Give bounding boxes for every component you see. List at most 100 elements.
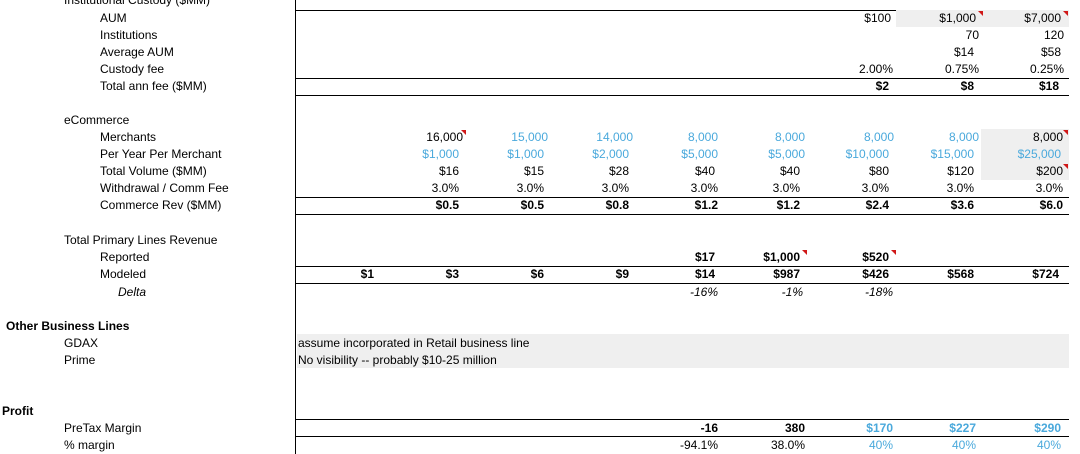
row-label-merchants[interactable]: Merchants — [100, 130, 157, 144]
cell[interactable]: $1.2 — [694, 198, 718, 212]
cell[interactable]: 380 — [784, 421, 805, 435]
cell[interactable]: $9 — [615, 267, 629, 281]
cell[interactable]: 3.0% — [690, 181, 718, 195]
section-header-custody[interactable]: Institutional Custody ($MM) — [64, 0, 211, 7]
cell[interactable]: $7,000 — [1024, 11, 1061, 25]
cell[interactable]: 3.0% — [431, 181, 459, 195]
cell[interactable]: 40% — [951, 438, 976, 452]
cell[interactable]: 3.0% — [1035, 181, 1063, 195]
cell[interactable]: $520 — [862, 250, 889, 264]
cell[interactable]: $40 — [694, 164, 715, 178]
row-label-average-aum[interactable]: Average AUM — [100, 45, 174, 59]
note-cell-gdax[interactable]: assume incorporated in Retail business l… — [298, 336, 530, 350]
row-label-per-year-per-merchant[interactable]: Per Year Per Merchant — [100, 147, 222, 161]
cell[interactable]: -16% — [689, 285, 718, 299]
section-header-profit[interactable]: Profit — [2, 404, 34, 418]
row-label-total-ann-fee[interactable]: Total ann fee ($MM) — [100, 79, 207, 93]
row-label-modeled[interactable]: Modeled — [100, 267, 147, 281]
cell[interactable]: $120 — [947, 164, 974, 178]
comment-flag-icon[interactable] — [978, 11, 983, 16]
cell[interactable]: $14 — [953, 45, 974, 59]
cell[interactable]: 15,000 — [511, 130, 548, 144]
cell[interactable]: $25,000 — [1017, 147, 1061, 161]
cell[interactable]: $2.4 — [865, 198, 889, 212]
cell[interactable]: $6.0 — [1039, 198, 1063, 212]
cell[interactable]: -1% — [781, 285, 803, 299]
cell[interactable]: $3 — [445, 267, 459, 281]
cell[interactable]: $15 — [523, 164, 544, 178]
cell[interactable]: $0.8 — [605, 198, 629, 212]
cell[interactable]: $10,000 — [845, 147, 889, 161]
row-label-withdrawal-comm-fee[interactable]: Withdrawal / Comm Fee — [100, 181, 229, 195]
cell[interactable]: 3.0% — [946, 181, 974, 195]
cell[interactable]: 8,000 — [948, 130, 979, 144]
row-label-delta[interactable]: Delta — [118, 285, 147, 299]
cell[interactable]: 8,000 — [774, 130, 805, 144]
cell[interactable]: 0.25% — [1029, 62, 1064, 76]
cell[interactable]: $15,000 — [930, 147, 974, 161]
cell[interactable]: 2.00% — [858, 62, 893, 76]
cell[interactable]: $58 — [1040, 45, 1061, 59]
comment-flag-icon[interactable] — [891, 250, 896, 255]
cell[interactable]: $40 — [779, 164, 800, 178]
cell[interactable]: $16 — [438, 164, 459, 178]
cell[interactable]: 8,000 — [687, 130, 718, 144]
cell[interactable]: $17 — [694, 250, 715, 264]
cell[interactable]: $5,000 — [768, 147, 805, 161]
cell[interactable]: $1 — [360, 267, 374, 281]
cell[interactable]: 40% — [1036, 438, 1061, 452]
cell[interactable]: 16,000 — [426, 130, 463, 144]
cell[interactable]: 3.0% — [516, 181, 544, 195]
cell[interactable]: $1,000 — [422, 147, 459, 161]
cell[interactable]: $724 — [1032, 267, 1059, 281]
cell[interactable]: $1,000 — [763, 250, 800, 264]
cell[interactable]: $2,000 — [592, 147, 629, 161]
cell[interactable]: $28 — [608, 164, 629, 178]
cell[interactable]: 14,000 — [596, 130, 633, 144]
cell[interactable]: $227 — [949, 421, 976, 435]
cell[interactable]: $8 — [960, 79, 974, 93]
cell[interactable]: 8,000 — [863, 130, 894, 144]
cell[interactable]: -16 — [700, 421, 718, 435]
row-label-aum[interactable]: AUM — [100, 11, 127, 25]
row-label-total-volume[interactable]: Total Volume ($MM) — [100, 164, 207, 178]
comment-flag-icon[interactable] — [461, 130, 466, 135]
cell[interactable]: 40% — [868, 438, 893, 452]
comment-flag-icon[interactable] — [1063, 130, 1068, 135]
cell[interactable]: 3.0% — [861, 181, 889, 195]
cell[interactable]: $1,000 — [507, 147, 544, 161]
cell[interactable]: $80 — [868, 164, 889, 178]
cell[interactable]: 38.0% — [770, 438, 805, 452]
cell[interactable]: $18 — [1038, 79, 1059, 93]
cell[interactable]: $200 — [1036, 164, 1063, 178]
cell[interactable]: 3.0% — [601, 181, 629, 195]
cell[interactable]: $2 — [875, 79, 889, 93]
row-label-prime[interactable]: Prime — [64, 353, 96, 367]
cell[interactable]: $0.5 — [435, 198, 459, 212]
cell[interactable]: $426 — [862, 267, 889, 281]
row-label-gdax[interactable]: GDAX — [64, 336, 99, 350]
cell[interactable]: -94.1% — [679, 438, 718, 452]
cell[interactable]: $100 — [864, 11, 891, 25]
cell[interactable]: 0.75% — [944, 62, 979, 76]
comment-flag-icon[interactable] — [1063, 11, 1068, 16]
cell[interactable]: $290 — [1034, 421, 1061, 435]
row-label-institutions[interactable]: Institutions — [100, 28, 158, 42]
cell[interactable]: $170 — [866, 421, 893, 435]
cell[interactable]: $0.5 — [520, 198, 544, 212]
cell[interactable]: $6 — [530, 267, 544, 281]
row-label-pretax-margin[interactable]: PreTax Margin — [64, 421, 142, 435]
cell[interactable]: 120 — [1043, 28, 1064, 42]
cell[interactable]: $3.6 — [950, 198, 974, 212]
section-header-other-business-lines[interactable]: Other Business Lines — [6, 319, 130, 333]
note-cell-prime[interactable]: No visibility -- probably $10-25 million — [298, 353, 497, 367]
row-label-reported[interactable]: Reported — [100, 250, 150, 264]
comment-flag-icon[interactable] — [1063, 164, 1068, 169]
cell[interactable]: $1.2 — [776, 198, 800, 212]
cell[interactable]: $1,000 — [939, 11, 976, 25]
cell[interactable]: 70 — [965, 28, 979, 42]
cell[interactable]: $14 — [694, 267, 715, 281]
comment-flag-icon[interactable] — [802, 250, 807, 255]
cell[interactable]: 8,000 — [1032, 130, 1063, 144]
row-label-commerce-rev[interactable]: Commerce Rev ($MM) — [100, 198, 222, 212]
